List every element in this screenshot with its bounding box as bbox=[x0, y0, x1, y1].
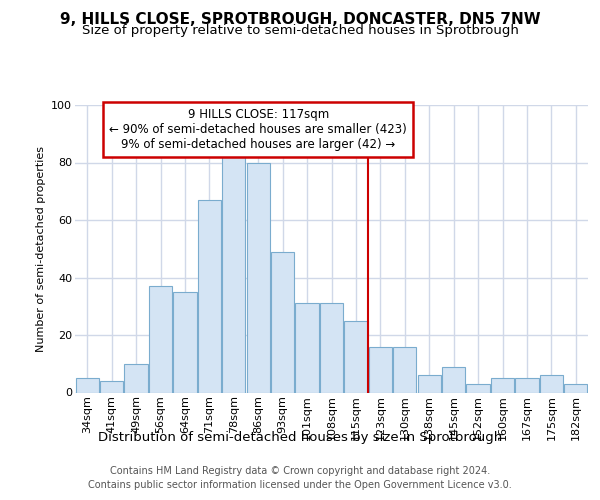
Text: Contains public sector information licensed under the Open Government Licence v3: Contains public sector information licen… bbox=[88, 480, 512, 490]
Bar bbox=[564, 384, 587, 392]
Text: 9, HILLS CLOSE, SPROTBROUGH, DONCASTER, DN5 7NW: 9, HILLS CLOSE, SPROTBROUGH, DONCASTER, … bbox=[59, 12, 541, 28]
Bar bbox=[393, 346, 416, 393]
Bar bbox=[515, 378, 539, 392]
Bar bbox=[418, 375, 441, 392]
Y-axis label: Number of semi-detached properties: Number of semi-detached properties bbox=[35, 146, 46, 352]
Bar bbox=[369, 346, 392, 393]
Bar bbox=[173, 292, 197, 392]
Bar bbox=[442, 366, 465, 392]
Bar bbox=[222, 151, 245, 392]
Bar bbox=[540, 375, 563, 392]
Bar bbox=[124, 364, 148, 392]
Text: Distribution of semi-detached houses by size in Sprotbrough: Distribution of semi-detached houses by … bbox=[98, 431, 502, 444]
Bar bbox=[271, 252, 294, 392]
Bar bbox=[344, 320, 368, 392]
Bar bbox=[295, 304, 319, 392]
Text: Contains HM Land Registry data © Crown copyright and database right 2024.: Contains HM Land Registry data © Crown c… bbox=[110, 466, 490, 476]
Bar bbox=[247, 162, 270, 392]
Bar bbox=[76, 378, 99, 392]
Text: Size of property relative to semi-detached houses in Sprotbrough: Size of property relative to semi-detach… bbox=[82, 24, 518, 37]
Bar bbox=[491, 378, 514, 392]
Text: 9 HILLS CLOSE: 117sqm
← 90% of semi-detached houses are smaller (423)
9% of semi: 9 HILLS CLOSE: 117sqm ← 90% of semi-deta… bbox=[109, 108, 407, 151]
Bar bbox=[320, 304, 343, 392]
Bar bbox=[100, 381, 123, 392]
Bar bbox=[198, 200, 221, 392]
Bar bbox=[466, 384, 490, 392]
Bar bbox=[149, 286, 172, 393]
